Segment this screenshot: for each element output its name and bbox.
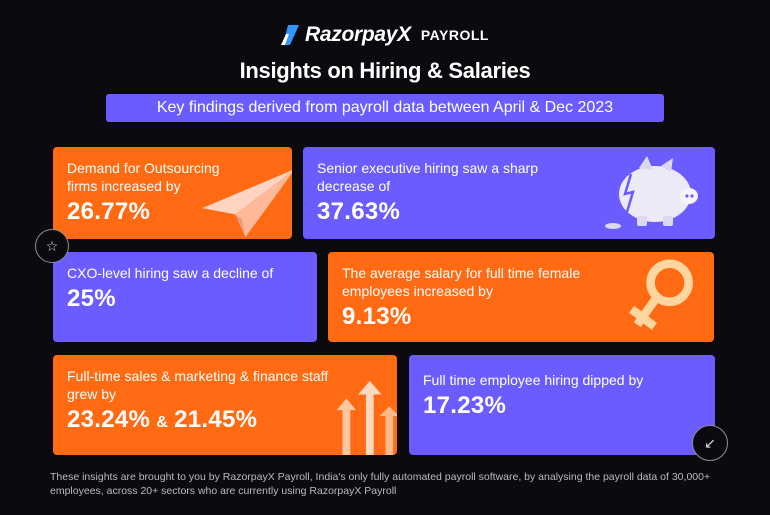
- card-female-salary: The average salary for full time female …: [328, 252, 714, 342]
- card-value: 26.77%: [67, 198, 151, 225]
- card-label: The average salary for full time female …: [342, 265, 581, 299]
- star-icon: ☆: [35, 229, 69, 263]
- arrow-down-left-icon: ↙: [692, 425, 728, 461]
- card-value: 17.23%: [423, 392, 507, 419]
- card-sales-marketing-finance: Full-time sales & marketing & finance st…: [53, 355, 397, 455]
- card-outsourcing: Demand for Outsourcing firms increased b…: [53, 147, 292, 239]
- card-values: 23.24% & 21.45%: [67, 406, 383, 434]
- page-title: Insights on Hiring & Salaries: [239, 58, 531, 83]
- card-ampersand: &: [156, 414, 169, 431]
- card-value-secondary: 21.45%: [174, 406, 258, 433]
- page-subtitle: Key findings derived from payroll data b…: [106, 94, 664, 122]
- card-label: CXO-level hiring saw a decline of: [67, 265, 274, 281]
- card-cxo: CXO-level hiring saw a decline of 25%: [53, 252, 317, 342]
- footer-note: These insights are brought to you by Raz…: [50, 471, 711, 497]
- card-label: Senior executive hiring saw a sharp decr…: [317, 160, 539, 194]
- up-arrows-icon: [336, 380, 397, 455]
- card-senior-executive: Senior executive hiring saw a sharp decr…: [303, 147, 715, 239]
- piggy-bank-icon: [605, 156, 698, 229]
- card-value: 9.13%: [342, 303, 412, 330]
- card-value: 37.63%: [317, 198, 401, 225]
- brand-product: PAYROLL: [420, 27, 489, 43]
- paper-plane-icon: [202, 170, 292, 237]
- card-label: Full-time sales & marketing & finance st…: [67, 368, 329, 402]
- card-value: 25%: [67, 285, 116, 312]
- card-label: Full time employee hiring dipped by: [423, 372, 644, 388]
- brand-name: RazorpayX: [305, 23, 411, 46]
- card-label: Demand for Outsourcing firms increased b…: [67, 160, 220, 194]
- female-symbol-icon: [629, 259, 693, 330]
- brand-logo: RazorpayX PAYROLL: [0, 22, 770, 48]
- card-full-time-hiring: Full time employee hiring dipped by 17.2…: [409, 355, 715, 455]
- card-value: 23.24%: [67, 406, 151, 433]
- razorpay-logo-icon: [281, 25, 300, 45]
